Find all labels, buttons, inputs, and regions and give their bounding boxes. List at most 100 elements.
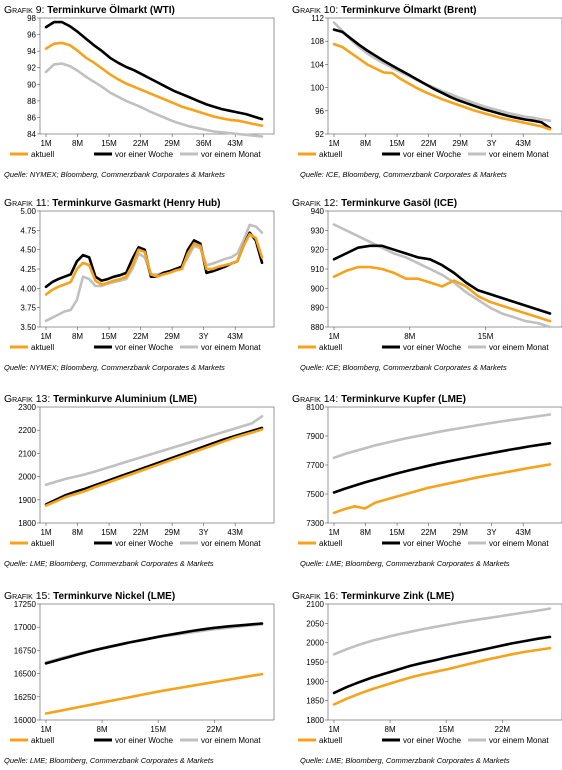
y-tick-label: 112 bbox=[311, 14, 324, 23]
y-tick-label: 3.75 bbox=[20, 304, 36, 313]
y-tick-label: 4.50 bbox=[20, 246, 36, 255]
chart-title-text: Terminkurve Gasöl (ICE) bbox=[338, 198, 458, 209]
legend-label-monat: vor einem Monat bbox=[489, 150, 549, 159]
y-tick-label: 880 bbox=[311, 323, 325, 332]
x-tick-label: 3Y bbox=[487, 528, 497, 537]
plot-frame bbox=[39, 603, 275, 721]
y-tick-label: 7700 bbox=[306, 461, 324, 470]
x-tick-label: 22M bbox=[133, 332, 149, 341]
y-tick-label: 2000 bbox=[306, 639, 324, 648]
legend-label-aktuell: aktuell bbox=[319, 539, 342, 548]
series-line-monat bbox=[332, 223, 552, 329]
y-tick-label: 2300 bbox=[18, 403, 36, 412]
series-line-aktuell bbox=[332, 42, 552, 131]
y-tick-label: 1900 bbox=[306, 677, 324, 686]
y-tick-label: 940 bbox=[311, 207, 325, 216]
x-tick-label: 1M bbox=[328, 332, 339, 341]
y-tick-label: 86 bbox=[27, 113, 36, 122]
series-line-monat bbox=[332, 413, 552, 460]
chart-number: Grafik 9: bbox=[4, 4, 45, 16]
series-line-aktuell bbox=[44, 41, 264, 127]
plot-frame bbox=[327, 406, 562, 524]
y-tick-label: 16750 bbox=[14, 646, 37, 655]
x-tick-label: 22M bbox=[133, 528, 149, 537]
chart-title: Grafik 15: Terminkurve Nickel (LME) bbox=[4, 590, 175, 602]
chart-panel-1: Grafik 9: Terminkurve Ölmarkt (WTI) 84 86 8… bbox=[4, 4, 276, 184]
x-tick-label: 43M bbox=[515, 139, 531, 148]
chart-title: Grafik 11: Terminkurve Gasmarkt (Henry H… bbox=[4, 197, 221, 209]
x-tick-label: 29M bbox=[164, 139, 180, 148]
chart-title-text: Terminkurve Kupfer (LME) bbox=[338, 394, 466, 405]
plot-frame bbox=[327, 603, 562, 721]
chart-title: Grafik 13: Terminkurve Aluminium (LME) bbox=[4, 393, 197, 405]
x-tick-label: 15M bbox=[438, 725, 454, 734]
y-tick-label: 94 bbox=[27, 47, 36, 56]
line-chart: 16000 16250 16500 16750 17000 17250 1M 8M 15M 22M… bbox=[10, 600, 275, 745]
x-tick-label: 22M bbox=[207, 725, 223, 734]
series-line-aktuell bbox=[44, 232, 264, 296]
legend-label-monat: vor einem Monat bbox=[201, 539, 261, 548]
x-tick-label: 29M bbox=[452, 139, 468, 148]
legend-label-woche: vor einer Woche bbox=[403, 539, 462, 548]
chart-title-text: Terminkurve Aluminium (LME) bbox=[50, 394, 197, 405]
chart-panel-7: Grafik 15: Terminkurve Nickel (LME) 16000… bbox=[4, 590, 276, 770]
series-line-woche bbox=[44, 20, 264, 121]
legend-label-aktuell: aktuell bbox=[31, 736, 54, 745]
x-tick-label: 8M bbox=[72, 528, 83, 537]
series-line-aktuell bbox=[332, 463, 552, 515]
x-tick-label: 1M bbox=[328, 725, 339, 734]
x-tick-label: 3Y bbox=[487, 139, 497, 148]
x-tick-label: 1M bbox=[40, 528, 51, 537]
line-chart: 1800 1900 2000 2100 2200 2300 1M 8M 15M 22M 29M 3Y 4… bbox=[10, 403, 275, 548]
chart-title-text: Terminkurve Zink (LME) bbox=[338, 591, 455, 602]
y-tick-label: 92 bbox=[315, 130, 324, 139]
y-tick-label: 88 bbox=[27, 97, 36, 106]
y-tick-label: 90 bbox=[27, 80, 36, 89]
y-tick-label: 1900 bbox=[18, 496, 36, 505]
y-tick-label: 4.00 bbox=[20, 284, 36, 293]
y-tick-label: 7300 bbox=[306, 519, 324, 528]
series-line-monat bbox=[44, 223, 264, 323]
x-tick-label: 8M bbox=[385, 725, 396, 734]
chart-title-text: Terminkurve Ölmarkt (WTI) bbox=[44, 5, 175, 16]
chart-source: Quelle: LME; Bloomberg, Commerzbank Corp… bbox=[4, 756, 214, 765]
series-line-monat bbox=[44, 62, 264, 138]
y-tick-label: 16000 bbox=[14, 716, 37, 725]
chart-source: Quelle: ICE; Bloomberg, Commerzbank Corp… bbox=[300, 363, 507, 372]
legend-label-monat: vor einem Monat bbox=[489, 736, 549, 745]
chart-title: Grafik 12: Terminkurve Gasöl (ICE) bbox=[292, 197, 457, 209]
x-tick-label: 3Y bbox=[199, 528, 209, 537]
legend-label-monat: vor einem Monat bbox=[489, 343, 549, 352]
y-tick-label: 4.25 bbox=[20, 265, 36, 274]
legend-label-woche: vor einer Woche bbox=[115, 150, 174, 159]
series-line-aktuell bbox=[44, 672, 264, 715]
y-tick-label: 1800 bbox=[306, 716, 324, 725]
legend-label-aktuell: aktuell bbox=[31, 539, 54, 548]
x-tick-label: 8M bbox=[97, 725, 108, 734]
chart-panel-4: Grafik 12: Terminkurve Gasöl (ICE) 880 890… bbox=[292, 197, 562, 377]
legend-label-woche: vor einer Woche bbox=[115, 343, 174, 352]
chart-source: Quelle: LME; Bloomberg, Commerzbank Corp… bbox=[300, 559, 510, 568]
line-chart: 880 890 900 910 920 930 940 1M 8M 15M aktuell vor e… bbox=[298, 207, 562, 352]
y-tick-label: 92 bbox=[27, 64, 36, 73]
series-line-woche bbox=[332, 441, 552, 494]
chart-number: Grafik 11: bbox=[4, 197, 50, 209]
y-tick-label: 96 bbox=[27, 31, 36, 40]
chart-source: Quelle: NYMEX; Bloomberg, Commerzbank Co… bbox=[4, 363, 225, 372]
y-tick-label: 84 bbox=[27, 130, 36, 139]
x-tick-label: 15M bbox=[150, 725, 166, 734]
x-tick-label: 29M bbox=[164, 528, 180, 537]
y-tick-label: 890 bbox=[311, 304, 325, 313]
legend-label-aktuell: aktuell bbox=[319, 343, 342, 352]
y-tick-label: 104 bbox=[311, 60, 325, 69]
legend-label-monat: vor einem Monat bbox=[201, 736, 261, 745]
chart-title-text: Terminkurve Gasmarkt (Henry Hub) bbox=[49, 198, 221, 209]
x-tick-label: 22M bbox=[133, 139, 149, 148]
line-chart: 7300 7500 7700 7900 8100 1M 8M 15M 22M 29M 3Y 43M ak… bbox=[298, 403, 562, 548]
chart-panel-3: Grafik 11: Terminkurve Gasmarkt (Henry H… bbox=[4, 197, 276, 377]
x-tick-label: 22M bbox=[495, 725, 511, 734]
chart-title: Grafik 16: Terminkurve Zink (LME) bbox=[292, 590, 454, 602]
legend-label-aktuell: aktuell bbox=[31, 343, 54, 352]
series-line-aktuell bbox=[332, 646, 552, 706]
chart-number: Grafik 16: bbox=[292, 590, 339, 602]
